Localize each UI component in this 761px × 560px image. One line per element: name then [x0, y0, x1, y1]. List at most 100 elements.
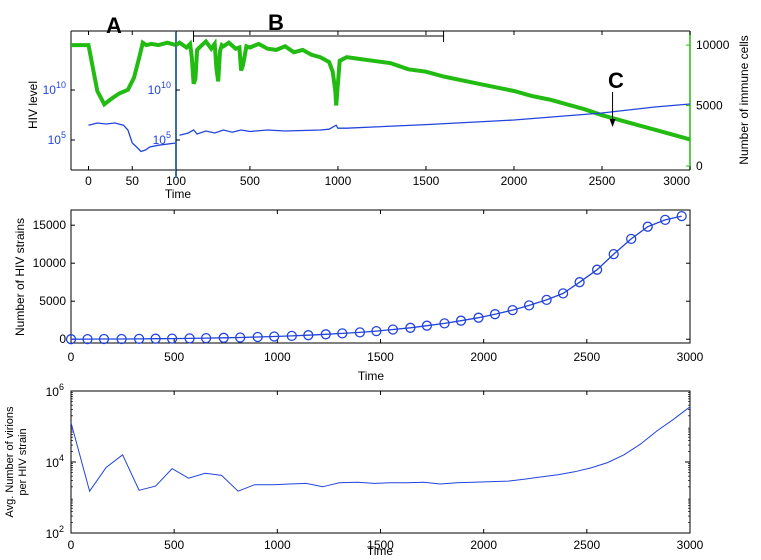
hiv-level-log-ticks: 105 105 1010 1010: [43, 80, 180, 147]
hiv-strains-marker: [421, 320, 433, 331]
hiv-strains-marker: [184, 333, 195, 344]
hiv-strains-marker: [439, 318, 450, 329]
panel-2-x-tick-label: 1500: [367, 350, 394, 364]
inset-hiv-level-line: [88, 122, 177, 153]
hiv-strains-marker: [166, 333, 178, 344]
x-axis-label-panel-1: Time: [165, 187, 192, 201]
hiv-strains-marker: [252, 331, 263, 343]
panel-3-x-tick-label: 2500: [573, 538, 600, 552]
hiv-level-line: [179, 103, 691, 136]
main-left-axis-tick-label: 1010: [148, 80, 171, 97]
panel-2-x-ticks: 0 500 1000 1500 2000 2500 3000: [68, 210, 704, 364]
hiv-strains-marker: [218, 332, 229, 343]
panel-3-x-tick-label: 2000: [470, 538, 497, 552]
hiv-strains-marker: [200, 332, 212, 344]
main-x-ticks: 500 1000 1500 2000 2500 3000: [240, 31, 691, 188]
hiv-strains-markers: [65, 210, 687, 345]
panel-2-x-tick-label: 1000: [264, 350, 291, 364]
hiv-strains-marker: [98, 333, 110, 345]
hiv-strains-marker: [303, 330, 314, 341]
y-axis-label-panel-3-line-2: per HIV strain: [17, 428, 29, 495]
annotation-b: B: [268, 10, 284, 35]
hiv-strains-marker: [676, 210, 687, 222]
immune-cells-line: [174, 38, 691, 142]
panel-2-frame: [70, 209, 691, 344]
inset-x-tick-label: 100: [166, 174, 186, 188]
right-axis-tick-label: 5000: [696, 99, 723, 113]
panel-2-y-tick-label: 15000: [33, 218, 67, 232]
panel-1-inset: 0 50 100: [70, 30, 186, 188]
panel-3-frame: [70, 390, 691, 534]
virions-per-strain-line: [70, 406, 691, 493]
hiv-strains-marker: [269, 331, 280, 342]
hiv-strains-marker: [354, 327, 366, 338]
hiv-strains-marker: [489, 309, 501, 320]
hiv-strains-marker: [591, 264, 603, 275]
panel-3-y-tick-label: 104: [46, 453, 64, 470]
main-x-tick-label: 2500: [589, 174, 616, 188]
panel-3-x-tick-label: 1500: [367, 538, 394, 552]
panel-2-x-tick-label: 0: [68, 350, 75, 364]
panel-3-x-tick-label: 3000: [677, 538, 704, 552]
bracket-b: [193, 31, 445, 42]
hiv-strains-marker: [235, 332, 246, 343]
x-axis-label-panel-3: Time: [367, 544, 394, 558]
hiv-strains-line: [70, 215, 682, 340]
panel-3-x-ticks: 0 500 1000 1500 2000 2500 3000: [68, 391, 704, 552]
panel-2-x-tick-label: 2000: [470, 350, 497, 364]
main-x-tick-label: 500: [240, 174, 260, 188]
hiv-strains-marker: [286, 330, 297, 342]
hiv-strains-marker: [557, 288, 569, 299]
x-axis-label-panel-2: Time: [358, 369, 385, 383]
panel-2-y-tick-label: 10000: [33, 256, 67, 270]
inset-immune-cells-line: [71, 39, 177, 108]
left-axis-label-panel-1: HIV level: [26, 81, 40, 129]
inset-x-tick-label: 0: [85, 174, 92, 188]
main-x-tick-label: 1000: [325, 174, 352, 188]
panel-2-y-tick-label: 5000: [39, 294, 66, 308]
y-axis-label-panel-2: Number of HIV strains: [13, 218, 27, 336]
panel-2-x-tick-label: 2500: [573, 350, 600, 364]
hiv-strains-marker: [507, 304, 518, 316]
hiv-strains-marker: [387, 324, 399, 335]
left-axis-tick-label: 1010: [43, 80, 66, 97]
panel-2-x-tick-label: 3000: [677, 350, 704, 364]
right-axis-label-panel-1: Number of immune cells: [737, 35, 751, 164]
hiv-strains-marker: [626, 233, 637, 245]
hiv-strains-marker: [82, 333, 93, 345]
hiv-strains-marker: [371, 325, 382, 337]
hiv-strains-marker: [541, 294, 552, 306]
hiv-strains-marker: [642, 221, 653, 232]
hiv-strains-marker: [523, 300, 535, 311]
hiv-strains-marker: [150, 333, 161, 344]
annotation-a: A: [106, 13, 122, 38]
inset-x-tick-label: 50: [126, 174, 140, 188]
panel-1-hiv-and-immune: 0 50 100 500 1000 1500 2000 2500 3000 0 5000 1000…: [26, 10, 751, 201]
main-x-tick-label: 3000: [663, 174, 690, 188]
hiv-strains-marker: [133, 333, 145, 345]
panel-2-y-ticks: 0 5000 10000 15000: [33, 218, 690, 346]
main-left-axis-tick-label: 105: [153, 130, 171, 147]
main-x-tick-label: 2000: [501, 174, 528, 188]
right-axis-ticks: 0 5000 10000: [686, 38, 730, 173]
panel-3-y-tick-label: 106: [46, 382, 64, 399]
panel-1-main: 500 1000 1500 2000 2500 3000 0 5000 10000: [174, 30, 730, 188]
hiv-strains-marker: [337, 328, 348, 339]
panel-2-y-tick-label: 0: [59, 332, 66, 346]
hiv-strains-marker: [473, 312, 484, 323]
hiv-strains-marker: [574, 277, 585, 288]
panel-3-x-tick-label: 1000: [264, 538, 291, 552]
panel-3-x-tick-label: 0: [68, 538, 75, 552]
annotation-c: C: [608, 68, 624, 93]
panel-3-x-tick-label: 500: [164, 538, 184, 552]
panel-2-x-tick-label: 500: [164, 350, 184, 364]
y-axis-label-panel-3-line-1: Avg. Number of virions: [4, 406, 16, 518]
arrow-c: [609, 92, 616, 127]
hiv-strains-marker: [660, 214, 671, 226]
right-axis-tick-label: 0: [696, 159, 703, 173]
left-axis-tick-label: 105: [48, 130, 66, 147]
hiv-strains-marker: [608, 248, 619, 260]
main-x-tick-label: 1500: [413, 174, 440, 188]
